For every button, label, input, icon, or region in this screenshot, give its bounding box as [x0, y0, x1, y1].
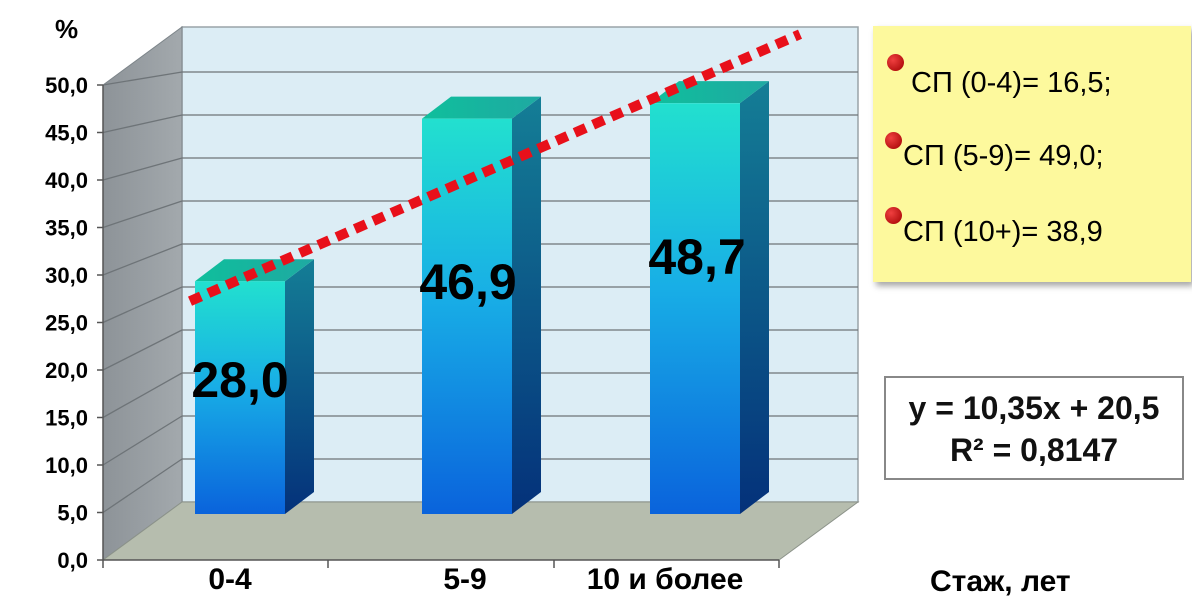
y-tick-label: 25,0 [45, 311, 88, 336]
bar [650, 81, 769, 515]
legend-label: СП (0-4)= 16,5; [911, 67, 1112, 99]
gridline-side [102, 286, 183, 324]
trendline-equation: y = 10,35x + 20,5 [908, 390, 1160, 426]
bar-top [650, 81, 769, 104]
gridline-side [102, 372, 183, 419]
bar-front [650, 103, 740, 515]
bar-front [195, 281, 285, 514]
x-tick-label: 5-9 [443, 563, 486, 596]
gridline-side [102, 329, 183, 371]
y-tick-label: 0,0 [57, 548, 88, 573]
gridline-side [102, 243, 183, 276]
gridline-side [102, 114, 183, 134]
gridline-side [102, 71, 183, 86]
bullet-icon [885, 207, 902, 224]
data-labels: 28,0 46,9 48,7 [191, 229, 745, 408]
y-tick-label: 20,0 [45, 358, 88, 383]
bullet-icon [887, 54, 904, 71]
x-tick-label: 0-4 [208, 563, 252, 596]
y-axis-unit: % [55, 14, 78, 44]
data-label: 48,7 [648, 229, 745, 285]
y-tick-label: 5,0 [57, 501, 88, 526]
gridline-side [102, 200, 183, 229]
y-tick-label: 15,0 [45, 406, 88, 431]
y-tick-label: 35,0 [45, 216, 88, 241]
y-tick-label: 50,0 [45, 73, 88, 98]
side-wall [102, 26, 183, 561]
legend-label: СП (10+)= 38,9 [903, 216, 1103, 248]
gridline-side [102, 415, 183, 466]
bar-side [285, 259, 314, 514]
x-axis: 0-4 5-9 10 и более [102, 559, 780, 596]
y-tick-label: 10,0 [45, 453, 88, 478]
data-label: 46,9 [419, 254, 516, 310]
legend-label: СП (5-9)= 49,0; [903, 140, 1104, 172]
y-tick-label: 45,0 [45, 121, 88, 146]
y-tick-label: 30,0 [45, 263, 88, 288]
x-tick-label: 10 и более [587, 563, 744, 596]
legend: СП (0-4)= 16,5; СП (5-9)= 49,0; СП (10+)… [873, 26, 1191, 282]
x-axis-title: Стаж, лет [930, 565, 1071, 598]
trendline-r-squared: R² = 0,8147 [949, 432, 1119, 468]
y-axis: 0,0 5,0 10,0 15,0 20,0 25,0 30,0 35,0 40,0 45,0 50… [45, 73, 104, 573]
bullet-icon [885, 132, 902, 149]
bar-top [422, 96, 541, 119]
trendline [187, 29, 803, 306]
y-tick-label: 40,0 [45, 168, 88, 193]
gridline-side [102, 458, 183, 514]
bar-side [512, 96, 541, 514]
bar-side [740, 81, 769, 515]
data-label: 28,0 [191, 352, 288, 408]
trendline-line [187, 29, 803, 306]
gridline-side [102, 157, 183, 181]
trendline-equation-box: y = 10,35x + 20,5 R² = 0,8147 [884, 376, 1184, 480]
